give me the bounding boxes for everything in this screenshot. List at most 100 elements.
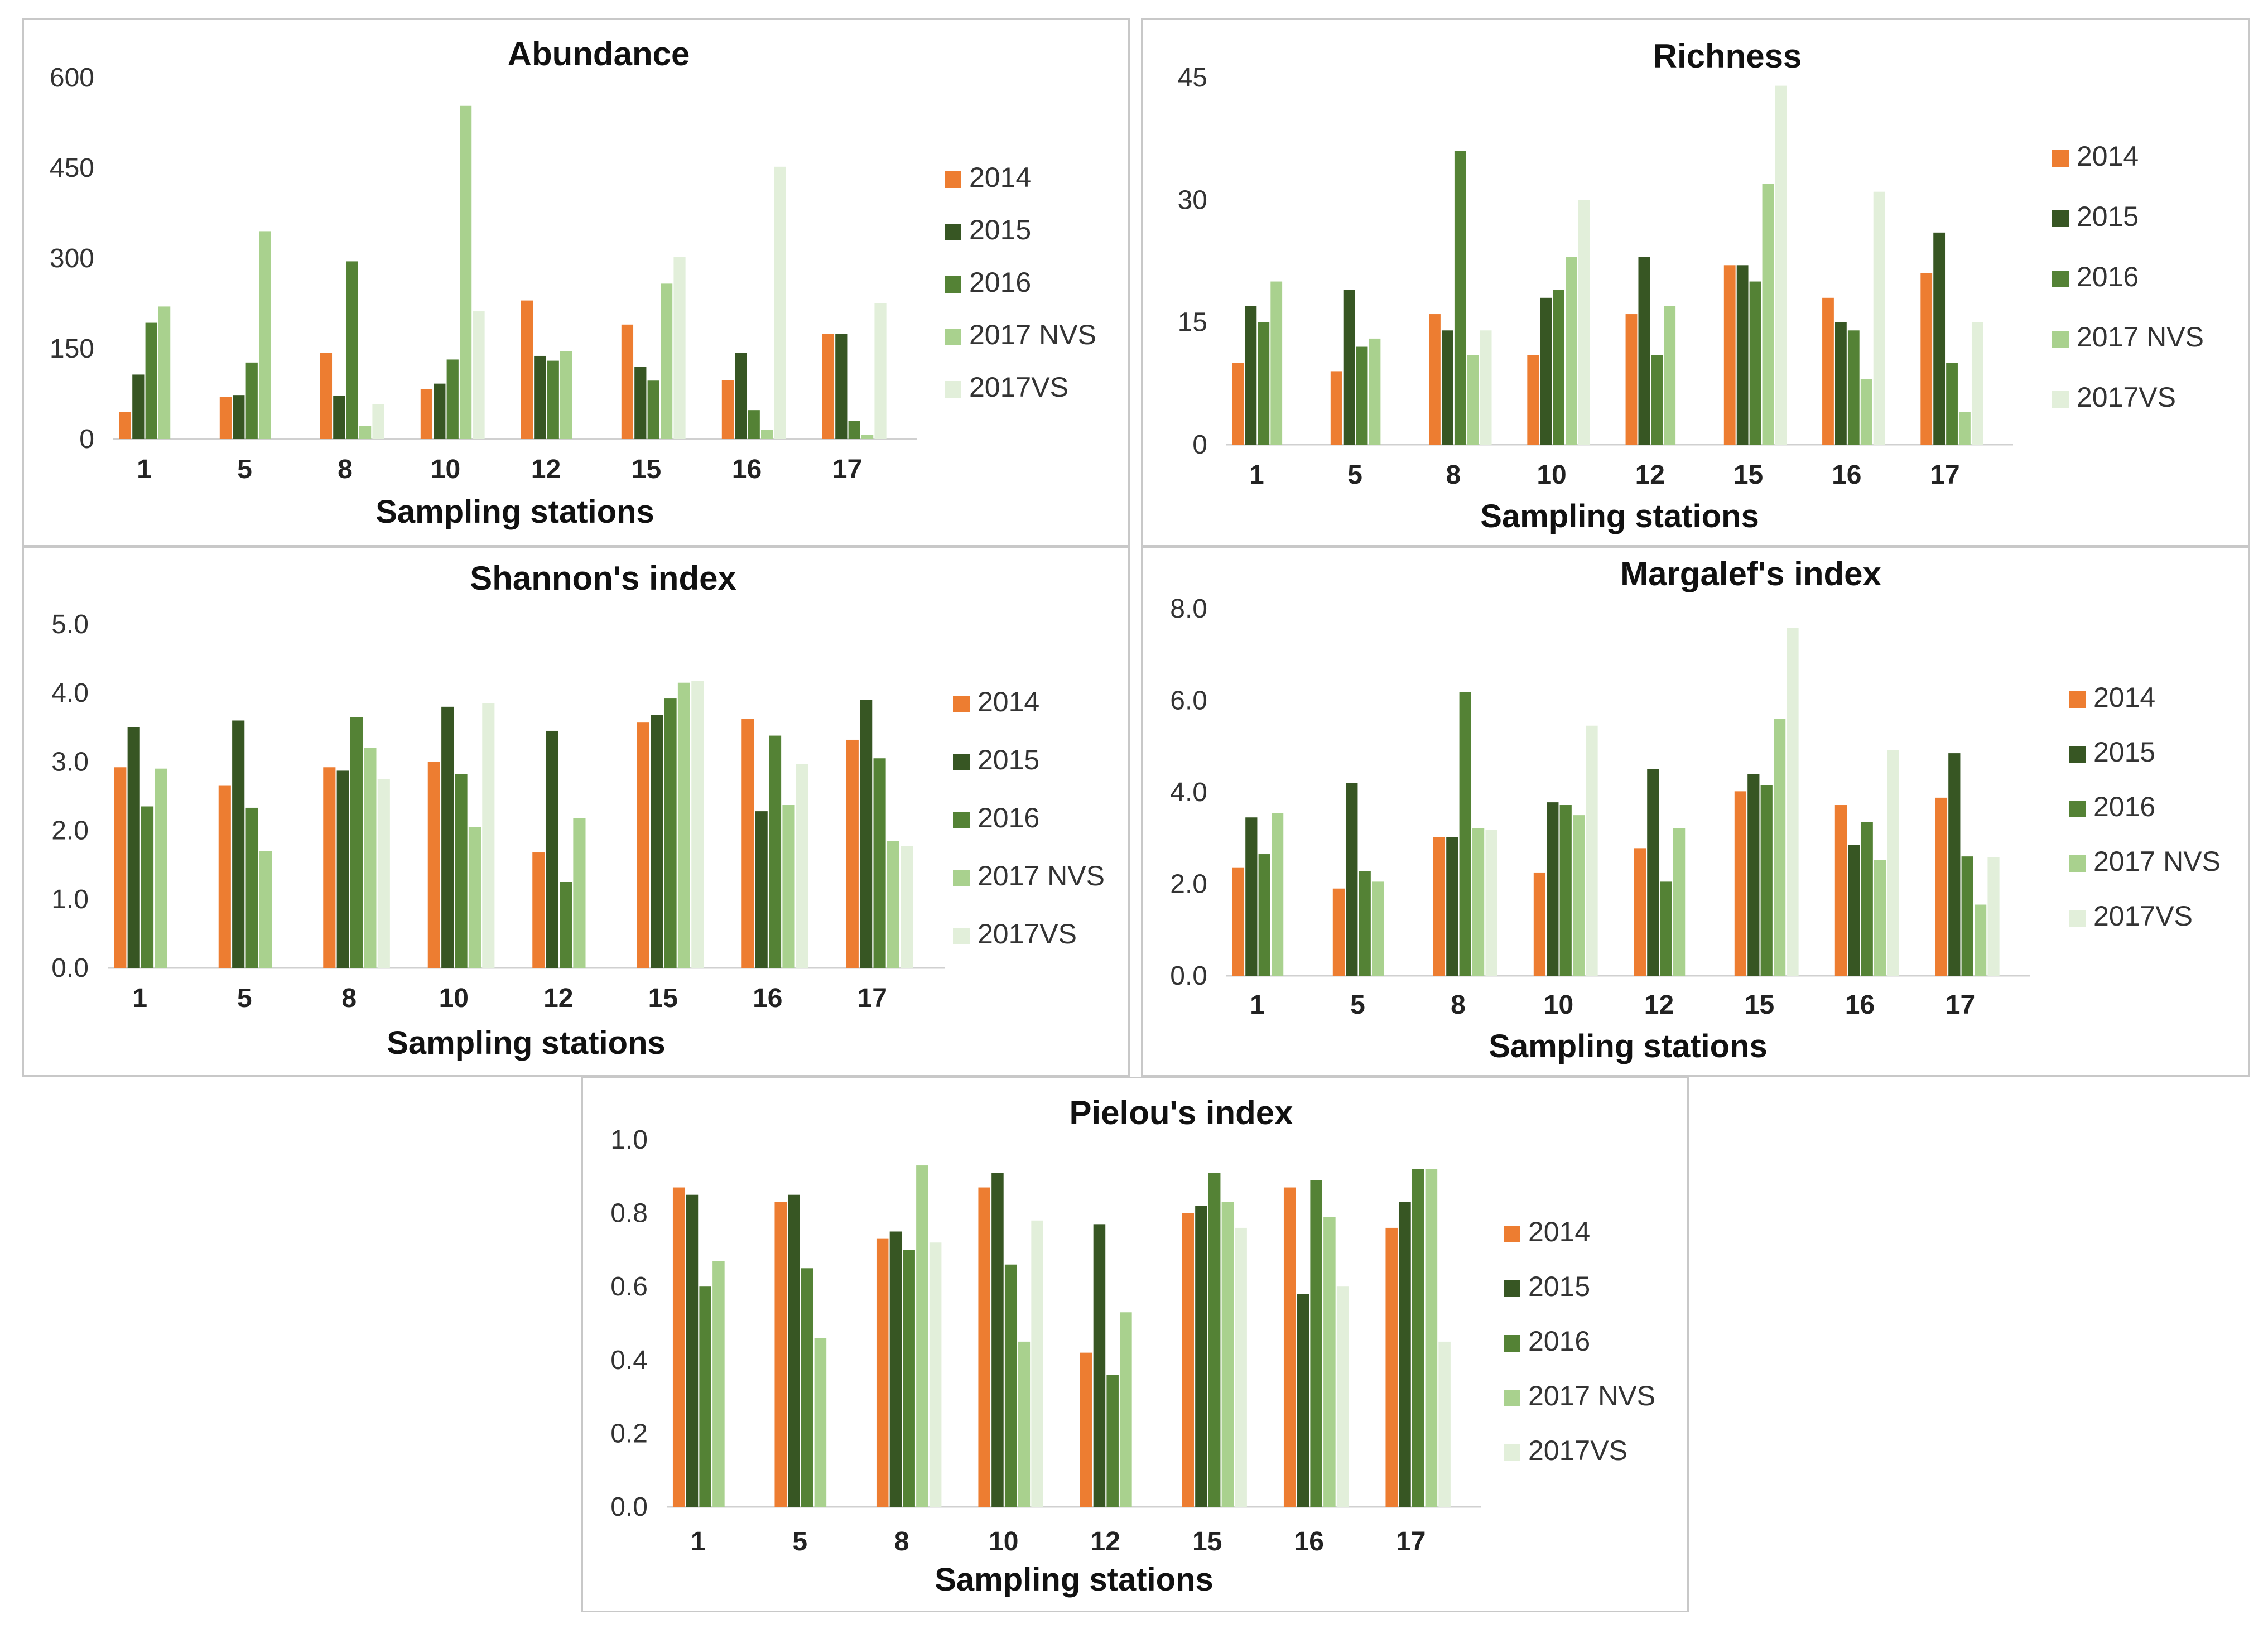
y-tick-label: 1.0 (51, 885, 89, 914)
x-tick-label: 8 (894, 1527, 909, 1556)
x-tick-label: 5 (1350, 990, 1365, 1020)
x-tick-label: 17 (1930, 460, 1959, 490)
bar-2016-station-8 (903, 1250, 915, 1507)
bar-2016-station-16 (769, 735, 782, 968)
bar-2014-station-12 (1634, 848, 1646, 976)
bar-2017-nvs-station-12 (1664, 306, 1676, 445)
bar-2016-station-12 (1651, 355, 1663, 445)
bar-2017-nvs-station-5 (814, 1338, 827, 1507)
bar-2015-station-12 (1647, 769, 1659, 976)
bar-2017vs-station-16 (796, 764, 808, 968)
y-tick-label: 4.0 (51, 678, 89, 708)
bar-2016-station-15 (1208, 1173, 1221, 1507)
bar-2014-station-8 (323, 767, 336, 968)
bar-2017-nvs-station-15 (1221, 1202, 1234, 1507)
bar-2016-station-10 (446, 359, 459, 439)
bar-2017-nvs-station-12 (1120, 1312, 1132, 1507)
bar-2017-nvs-station-10 (1573, 815, 1585, 976)
legend-swatch-2016 (953, 812, 970, 828)
bar-2017vs-station-10 (473, 311, 485, 439)
pielou-chart-panel: Pielou's index 0.0 0.2 0.4 0.6 0.8 1.0 1 5 8 10 12 1… (581, 1077, 1689, 1612)
x-tick-label: 16 (753, 984, 782, 1013)
x-tick-label: 8 (338, 455, 353, 484)
bar-2014-station-1 (1232, 867, 1245, 976)
bar-2016-station-12 (1660, 881, 1672, 976)
bar-2015-station-15 (1736, 265, 1749, 445)
y-tick-label: 0.6 (610, 1272, 648, 1302)
x-tick-label: 16 (1832, 460, 1861, 490)
bar-2016-station-12 (547, 360, 559, 439)
bar-2016-station-1 (699, 1286, 711, 1507)
bar-2017-nvs-station-8 (916, 1165, 928, 1507)
bar-2017-nvs-station-8 (1472, 828, 1485, 976)
x-tick-label: 5 (792, 1527, 807, 1556)
bar-2016-station-15 (664, 698, 677, 968)
bar-2014-station-12 (532, 852, 545, 968)
bar-2016-station-1 (1258, 854, 1270, 976)
legend-label-2014: 2014 (977, 686, 1039, 717)
legend-swatch-2017vs (953, 928, 970, 944)
bar-2017vs-station-8 (372, 404, 384, 439)
x-tick-label: 12 (531, 455, 561, 484)
legend-label-2014: 2014 (2093, 682, 2155, 713)
bar-2015-station-1 (132, 374, 145, 439)
x-tick-label: 15 (632, 455, 661, 484)
bar-2014-station-15 (621, 324, 634, 439)
bar-2014-station-10 (420, 389, 433, 439)
bar-2017-nvs-station-16 (1323, 1217, 1336, 1507)
x-axis-label: Sampling stations (935, 1561, 1214, 1598)
bar-2015-station-10 (991, 1173, 1004, 1507)
bar-2015-station-8 (889, 1231, 902, 1507)
bar-2015-station-15 (1747, 774, 1760, 976)
bar-2017-nvs-station-10 (1018, 1341, 1031, 1507)
x-tick-label: 12 (543, 984, 573, 1013)
bar-2017-nvs-station-1 (1272, 813, 1284, 976)
bar-2017-nvs-station-15 (1762, 184, 1774, 445)
legend-label-2016: 2016 (2093, 791, 2155, 822)
bar-2017vs-station-10 (1586, 725, 1598, 976)
legend-swatch-2017vs (1504, 1444, 1520, 1461)
bar-2015-station-15 (1195, 1206, 1207, 1507)
legend-label-2015: 2015 (2077, 201, 2139, 232)
bar-2015-station-8 (1441, 330, 1453, 445)
bar-2015-station-8 (336, 770, 349, 968)
bar-2017-nvs-station-17 (887, 841, 899, 968)
bar-2017vs-station-15 (673, 257, 686, 439)
y-tick-label: 450 (50, 153, 94, 183)
bar-2014-station-12 (1080, 1352, 1092, 1507)
bar-2017-nvs-station-10 (1566, 257, 1577, 445)
x-tick-label: 17 (858, 984, 887, 1013)
bar-2017-nvs-station-1 (712, 1261, 725, 1507)
bar-2016-station-8 (346, 261, 358, 439)
legend-swatch-2016 (2052, 271, 2069, 287)
bar-2016-station-5 (1359, 871, 1371, 976)
bar-2017-nvs-station-5 (1369, 338, 1381, 445)
bar-2017vs-station-8 (1480, 330, 1492, 445)
y-tick-label: 45 (1178, 63, 1207, 93)
y-tick-label: 2.0 (1170, 870, 1207, 899)
bar-2014-station-5 (218, 785, 231, 968)
y-tick-label: 300 (50, 244, 94, 273)
legend-label-2017vs: 2017VS (2093, 900, 2193, 932)
x-tick-label: 16 (732, 455, 762, 484)
legend-label-2015: 2015 (1528, 1271, 1590, 1302)
bar-2016-station-10 (1553, 290, 1564, 445)
legend-swatch-2017-nvs (2052, 331, 2069, 348)
legend-swatch-2017-nvs (945, 329, 961, 345)
x-axis-label: Sampling stations (387, 1025, 666, 1061)
legend-swatch-2017vs (945, 381, 961, 398)
bar-2017-nvs-station-8 (1467, 355, 1479, 445)
bar-2017vs-station-8 (929, 1242, 942, 1507)
bar-2015-station-16 (755, 811, 768, 968)
bar-2016-station-16 (748, 410, 760, 439)
bar-2015-station-1 (1245, 817, 1258, 976)
legend-swatch-2016 (2069, 801, 2086, 817)
bar-2015-station-10 (441, 706, 454, 968)
y-tick-label: 0.4 (610, 1346, 648, 1375)
bar-2015-station-16 (735, 353, 747, 439)
bar-2017vs-station-8 (377, 779, 390, 968)
bar-2017-nvs-station-10 (468, 827, 481, 968)
bar-2014-station-10 (1527, 355, 1539, 445)
x-tick-label: 16 (1294, 1527, 1324, 1556)
